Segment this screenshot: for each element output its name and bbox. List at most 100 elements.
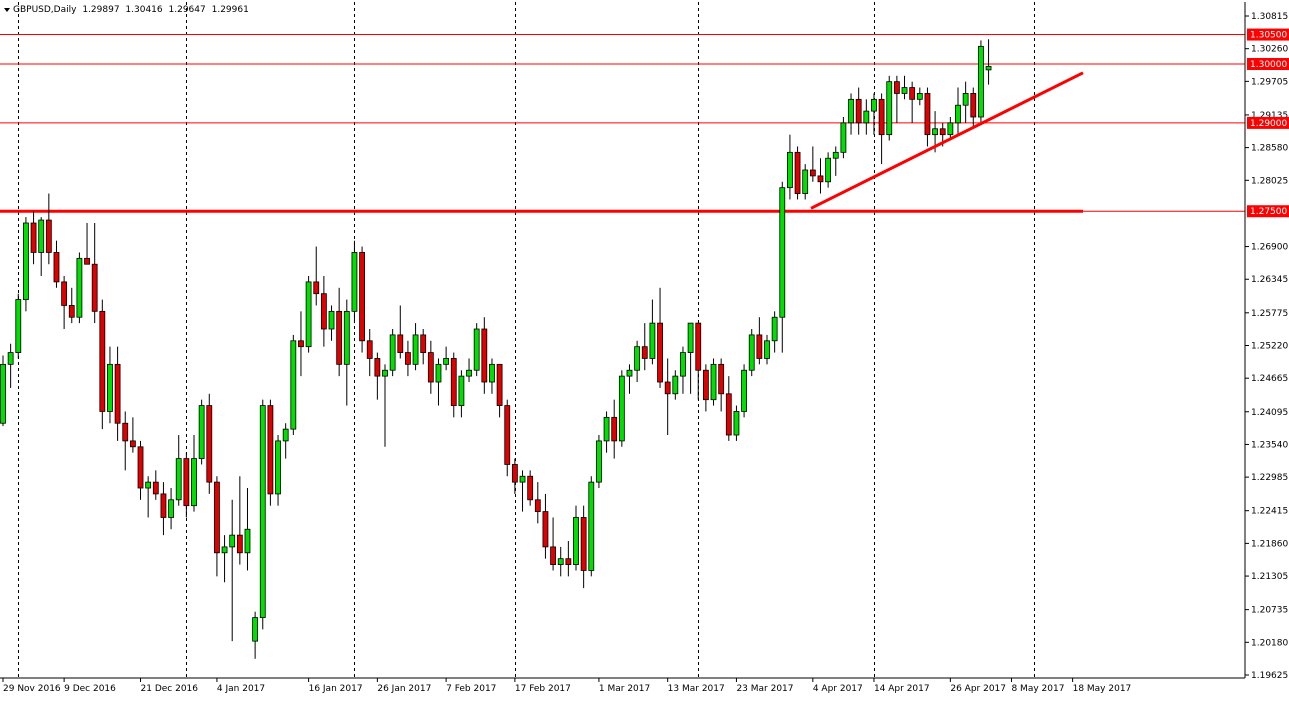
candle-body-58: [443, 358, 450, 365]
candle-body-22: [168, 499, 174, 518]
candle-body-99: [756, 334, 763, 359]
candle-body-113: [863, 110, 870, 124]
candle-body-17: [129, 440, 136, 448]
candle-body-125: [955, 104, 961, 124]
candle-body-73: [557, 558, 564, 565]
candle-body-123: [939, 128, 946, 136]
candle-body-53: [405, 352, 411, 365]
y-tick-label-9: 1.25220: [1251, 342, 1288, 352]
x-tick-label-11: 4 Apr 2017: [813, 684, 863, 694]
y-tick-label-1: 1.30260: [1251, 45, 1288, 55]
y-tick-label-15: 1.21860: [1251, 539, 1288, 549]
candle-body-81: [618, 375, 625, 442]
level-label-1: 1.30000: [1250, 60, 1287, 70]
candle-body-89: [680, 352, 686, 377]
candle-body-103: [787, 151, 793, 189]
candle-body-76: [580, 517, 587, 571]
candle-body-110: [840, 122, 847, 153]
level-labels: 1.30500 1.30000 1.29000 1.27500: [1247, 28, 1289, 218]
candle-body-98: [748, 334, 755, 371]
candle-body-104: [794, 151, 801, 194]
dropdown-triangle-icon[interactable]: [4, 7, 10, 12]
close-value: 1.29961: [211, 5, 249, 15]
candle-body-97: [741, 369, 747, 412]
candle-body-54: [412, 334, 419, 365]
candle-body-24: [183, 458, 190, 507]
y-tick-label-6: 1.26900: [1251, 243, 1288, 253]
candle-body-9: [68, 305, 75, 318]
candle-body-93: [710, 363, 717, 401]
candle-body-21: [160, 493, 167, 518]
candle-body-94: [718, 363, 725, 395]
candle-body-86: [657, 322, 663, 383]
candle-body-117: [893, 81, 900, 94]
candle-body-36: [275, 440, 281, 495]
candle-body-83: [634, 346, 641, 371]
candle-body-32: [244, 528, 251, 554]
candle-body-92: [702, 369, 709, 401]
price-axis-labels: 1.30815 1.30260 1.29705 1.29135 1.28580 1.280…: [1245, 12, 1288, 681]
level-label-box-3: [1247, 205, 1289, 218]
candle-body-127: [970, 93, 977, 118]
x-tick-label-4: 16 Jan 2017: [309, 684, 363, 694]
x-tick-label-14: 8 May 2017: [1011, 684, 1064, 694]
y-tick-label-4: 1.28580: [1251, 144, 1288, 154]
open-value: 1.29897: [82, 5, 120, 15]
y-tick-label-7: 1.26345: [1251, 275, 1288, 285]
candle-body-74: [565, 558, 572, 565]
trendline-group: [810, 71, 1084, 210]
candle-body-121: [924, 93, 931, 136]
candle-body-13: [99, 310, 106, 412]
candle-body-79: [603, 416, 610, 442]
candle-body-109: [832, 151, 839, 159]
candle-body-51: [389, 334, 396, 371]
y-tick-label-5: 1.28025: [1251, 176, 1288, 186]
candle-body-55: [420, 334, 427, 353]
candle-body-105: [802, 169, 809, 194]
candle-body-114: [871, 98, 877, 112]
candle-body-88: [672, 375, 679, 395]
level-label-box-2: [1247, 116, 1289, 129]
candle-body-49: [374, 358, 381, 377]
candle-body-31: [236, 534, 243, 554]
candle-body-10: [76, 257, 83, 318]
candle-body-62: [473, 328, 480, 371]
candle-body-115: [878, 98, 885, 136]
candle-body-102: [779, 187, 786, 318]
candle-body-122: [932, 128, 938, 136]
candle-body-28: [214, 481, 220, 554]
candle-body-91: [695, 322, 702, 371]
candle-body-6: [45, 219, 52, 253]
candle-body-37: [282, 428, 289, 442]
candle-body-66: [504, 405, 511, 465]
candle-body-106: [809, 169, 816, 177]
level-label-2: 1.29000: [1250, 119, 1287, 129]
candle-body-8: [61, 281, 68, 306]
x-tick-label-6: 7 Feb 2017: [446, 684, 496, 694]
x-tick-label-3: 4 Jan 2017: [217, 684, 265, 694]
candle-body-67: [511, 464, 518, 483]
x-tick-label-2: 21 Dec 2016: [141, 684, 199, 694]
candle-body-1: [7, 352, 14, 365]
candle-body-108: [825, 157, 832, 183]
candle-body-120: [916, 93, 923, 100]
candle-body-111: [848, 98, 854, 124]
level-label-box-1: [1247, 57, 1289, 70]
candle-body-12: [91, 263, 98, 312]
candle-body-59: [450, 358, 457, 406]
candle-body-60: [458, 375, 465, 406]
level-label-0: 1.30500: [1250, 31, 1287, 41]
candle-body-42: [320, 293, 327, 330]
y-tick-label-16: 1.21305: [1251, 572, 1288, 582]
candle-body-2: [15, 299, 22, 353]
candle-body-128: [978, 45, 984, 118]
candle-body-15: [114, 363, 121, 424]
candle-body-100: [764, 340, 770, 359]
candle-body-26: [198, 405, 205, 459]
candle-body-75: [573, 517, 579, 565]
candle-body-14: [107, 363, 113, 412]
candle-body-129: [985, 65, 992, 71]
candle-body-30: [229, 534, 236, 548]
candle-body-35: [267, 405, 274, 495]
